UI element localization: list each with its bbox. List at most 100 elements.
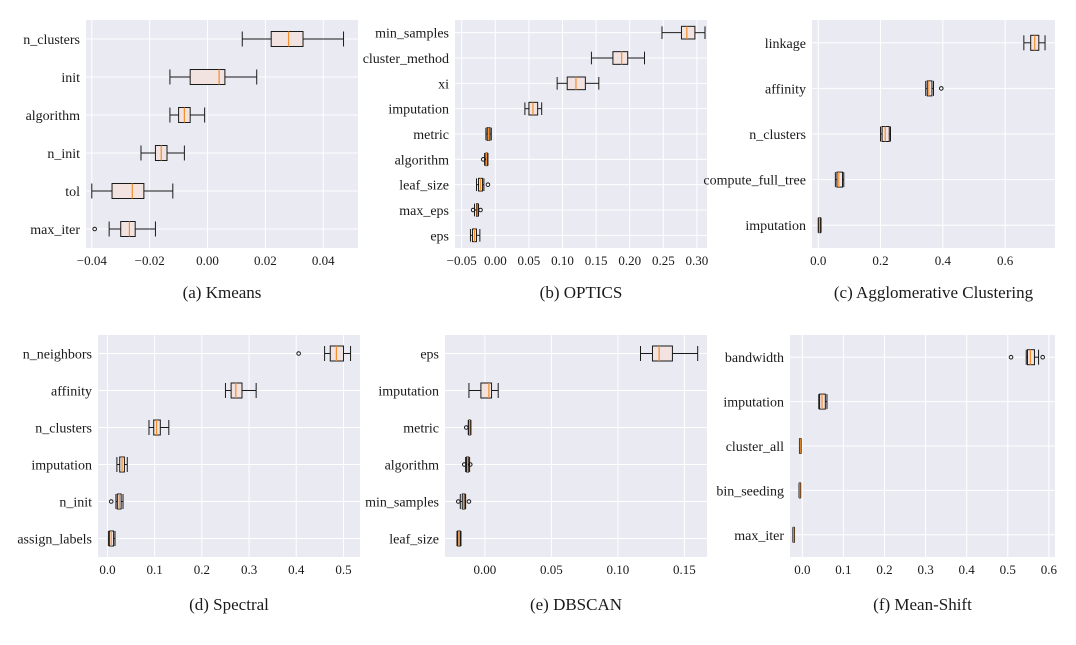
x-tick-label: −0.05 xyxy=(447,253,477,268)
y-tick-label: metric xyxy=(413,128,449,143)
y-tick-label: eps xyxy=(430,229,449,244)
y-tick-label: affinity xyxy=(51,385,92,400)
y-tick-label: algorithm xyxy=(26,109,81,124)
box-affinity: affinity xyxy=(765,80,944,97)
outlier-point xyxy=(455,499,461,504)
y-tick-label: n_clusters xyxy=(23,33,80,48)
x-tick-label: 0.0 xyxy=(794,562,810,577)
y-tick-label: bin_seeding xyxy=(716,484,784,499)
subplot-caption: (e) DBSCAN xyxy=(530,595,622,614)
x-tick-label: 0.0 xyxy=(99,562,115,577)
iqr-box xyxy=(480,382,493,399)
y-tick-label: init xyxy=(61,71,80,86)
box-leaf_size: leaf_size xyxy=(389,530,462,548)
x-tick-label: 0.30 xyxy=(686,253,709,268)
box-metric: metric xyxy=(413,127,492,143)
y-tick-label: leaf_size xyxy=(389,533,439,548)
subplot-caption: (d) Spectral xyxy=(189,595,269,614)
x-tick-label: 0.1 xyxy=(835,562,851,577)
iqr-box xyxy=(120,221,136,237)
panel-5: 0.00 0.05 0.10 0.15 eps imputation metric algor… xyxy=(365,335,707,614)
iqr-box xyxy=(612,51,629,65)
y-tick-label: affinity xyxy=(765,82,806,97)
box-algorithm: algorithm xyxy=(26,107,206,124)
plot-area xyxy=(445,335,707,557)
x-tick-label: 0.0 xyxy=(810,253,826,268)
y-tick-label: algorithm xyxy=(395,153,450,168)
x-tick-label: 0.5 xyxy=(335,562,351,577)
box-n_clusters: n_clusters xyxy=(749,126,892,143)
x-tick-label: 0.04 xyxy=(312,253,335,268)
x-tick-label: 0.02 xyxy=(254,253,277,268)
y-tick-label: n_clusters xyxy=(35,422,92,437)
x-tick-label: −0.04 xyxy=(77,253,108,268)
box-algorithm: algorithm xyxy=(385,456,473,474)
x-tick-label: 0.3 xyxy=(241,562,257,577)
box-metric: metric xyxy=(403,419,472,437)
subplot-caption: (a) Kmeans xyxy=(183,283,262,302)
x-tick-label: 0.5 xyxy=(1000,562,1016,577)
outlier-point xyxy=(108,499,114,504)
outlier-point xyxy=(1008,354,1014,360)
box-min_samples: min_samples xyxy=(365,493,472,511)
box-imputation: imputation xyxy=(723,393,828,411)
box-imputation: imputation xyxy=(388,101,543,118)
box-cluster_method: cluster_method xyxy=(363,51,646,67)
x-tick-label: 0.4 xyxy=(959,562,976,577)
y-tick-label: max_iter xyxy=(734,529,784,544)
box-bandwidth: bandwidth xyxy=(725,349,1045,366)
panel-2: −0.05 0.00 0.05 0.10 0.15 0.20 0.25 0.30 min_sam… xyxy=(363,20,709,302)
box-xi: xi xyxy=(438,76,600,92)
box-imputation: imputation xyxy=(31,456,128,474)
y-tick-label: min_samples xyxy=(375,27,449,42)
y-tick-label: compute_full_tree xyxy=(703,174,806,189)
box-tol: tol xyxy=(65,183,174,200)
outlier-point xyxy=(463,425,469,430)
outlier-point xyxy=(92,226,97,232)
outlier-point xyxy=(461,462,467,467)
subplot-caption: (b) OPTICS xyxy=(540,283,623,302)
box-imputation: imputation xyxy=(745,217,822,234)
x-tick-label: −0.02 xyxy=(135,253,165,268)
box-eps: eps xyxy=(430,228,481,244)
x-tick-label: 0.6 xyxy=(1041,562,1058,577)
plot-area xyxy=(86,20,358,248)
x-tick-label: 0.00 xyxy=(474,562,497,577)
plot-area xyxy=(98,335,360,557)
box-algorithm: algorithm xyxy=(395,152,489,168)
subplot-caption: (f) Mean-Shift xyxy=(873,595,972,614)
outlier-point xyxy=(485,182,491,187)
x-tick-label: 0.3 xyxy=(917,562,933,577)
y-tick-label: eps xyxy=(420,348,439,363)
panel-6: 0.0 0.1 0.2 0.3 0.4 0.5 0.6 bandwidth imputation… xyxy=(716,335,1057,614)
y-tick-label: min_samples xyxy=(365,496,439,511)
y-tick-label: metric xyxy=(403,422,439,437)
y-tick-label: imputation xyxy=(388,103,449,118)
x-tick-label: 0.4 xyxy=(288,562,305,577)
x-tick-label: 0.2 xyxy=(194,562,210,577)
box-imputation: imputation xyxy=(378,382,499,400)
box-cluster_all: cluster_all xyxy=(726,438,802,455)
x-tick-label: 0.25 xyxy=(652,253,675,268)
y-tick-label: leaf_size xyxy=(399,179,449,194)
x-tick-label: 0.00 xyxy=(196,253,219,268)
box-affinity: affinity xyxy=(51,382,257,400)
iqr-box xyxy=(651,345,673,362)
box-eps: eps xyxy=(420,345,699,363)
iqr-box xyxy=(270,31,304,47)
y-tick-label: imputation xyxy=(745,219,806,234)
y-tick-label: tol xyxy=(65,185,80,200)
box-bin_seeding: bin_seeding xyxy=(716,482,802,499)
x-tick-label: 0.1 xyxy=(147,562,163,577)
box-n_clusters: n_clusters xyxy=(35,419,170,437)
box-compute_full_tree: compute_full_tree xyxy=(703,171,845,189)
y-tick-label: imputation xyxy=(378,385,439,400)
box-linkage: linkage xyxy=(765,34,1046,52)
box-max_eps: max_eps xyxy=(399,203,483,219)
outlier-point xyxy=(1040,354,1045,360)
x-tick-label: 0.05 xyxy=(518,253,541,268)
iqr-box xyxy=(836,171,844,188)
box-assign_labels: assign_labels xyxy=(17,530,116,548)
